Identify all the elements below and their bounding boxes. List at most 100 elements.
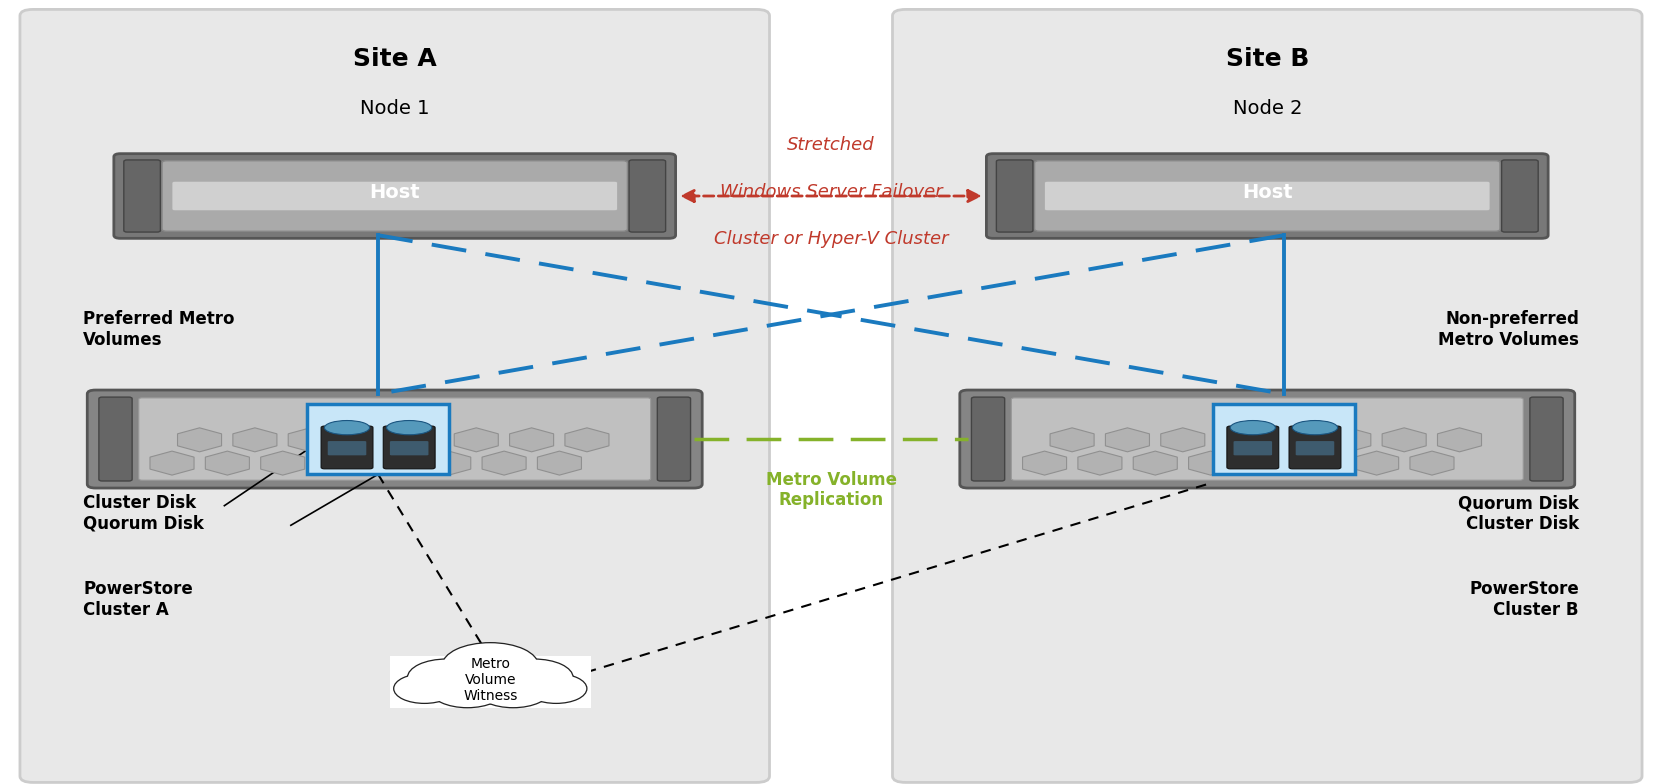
Polygon shape — [150, 451, 194, 475]
Ellipse shape — [324, 420, 369, 435]
Polygon shape — [344, 428, 387, 452]
FancyBboxPatch shape — [1045, 181, 1491, 211]
Polygon shape — [1188, 451, 1233, 475]
FancyBboxPatch shape — [1296, 441, 1335, 456]
Polygon shape — [1383, 428, 1426, 452]
Polygon shape — [1409, 451, 1454, 475]
Polygon shape — [1217, 428, 1260, 452]
Text: Node 1: Node 1 — [361, 99, 429, 118]
Polygon shape — [399, 428, 444, 452]
FancyBboxPatch shape — [100, 397, 133, 481]
Circle shape — [495, 659, 572, 696]
Circle shape — [430, 673, 504, 707]
FancyBboxPatch shape — [987, 154, 1549, 238]
Circle shape — [495, 659, 572, 696]
FancyBboxPatch shape — [1034, 161, 1501, 231]
Polygon shape — [233, 428, 278, 452]
Polygon shape — [565, 428, 608, 452]
Circle shape — [442, 644, 538, 688]
Polygon shape — [1438, 428, 1481, 452]
Polygon shape — [206, 451, 249, 475]
Text: Cluster Disk
Quorum Disk: Cluster Disk Quorum Disk — [83, 494, 204, 533]
Polygon shape — [1160, 428, 1205, 452]
FancyBboxPatch shape — [327, 441, 366, 456]
Text: Host: Host — [1242, 183, 1293, 201]
Ellipse shape — [387, 420, 432, 435]
Circle shape — [495, 659, 572, 696]
Polygon shape — [1355, 451, 1399, 475]
Polygon shape — [482, 451, 527, 475]
Polygon shape — [537, 451, 582, 475]
Circle shape — [525, 674, 587, 702]
FancyBboxPatch shape — [161, 161, 628, 231]
Circle shape — [409, 659, 485, 696]
Circle shape — [477, 673, 550, 707]
Text: Site A: Site A — [352, 47, 437, 71]
FancyBboxPatch shape — [961, 390, 1576, 488]
Bar — [1213, 404, 1355, 474]
FancyBboxPatch shape — [113, 154, 675, 238]
FancyBboxPatch shape — [656, 397, 691, 481]
Polygon shape — [261, 451, 304, 475]
Ellipse shape — [1293, 420, 1338, 435]
FancyBboxPatch shape — [20, 9, 770, 782]
Bar — [307, 404, 449, 474]
Polygon shape — [288, 428, 332, 452]
Text: Windows Server Failover: Windows Server Failover — [720, 183, 942, 201]
Text: Metro
Volume
Witness: Metro Volume Witness — [464, 657, 517, 703]
Polygon shape — [371, 451, 416, 475]
Polygon shape — [454, 428, 499, 452]
Polygon shape — [1022, 451, 1067, 475]
Circle shape — [477, 673, 550, 707]
FancyBboxPatch shape — [997, 160, 1034, 232]
Text: Host: Host — [369, 183, 420, 201]
Polygon shape — [178, 428, 221, 452]
Polygon shape — [1050, 428, 1094, 452]
FancyBboxPatch shape — [971, 397, 1004, 481]
Polygon shape — [1326, 428, 1371, 452]
Text: Non-preferred
Metro Volumes: Non-preferred Metro Volumes — [1438, 310, 1579, 349]
FancyBboxPatch shape — [1227, 426, 1278, 469]
Circle shape — [394, 674, 455, 702]
FancyBboxPatch shape — [1233, 441, 1271, 456]
Text: Cluster or Hyper-V Cluster: Cluster or Hyper-V Cluster — [713, 230, 949, 248]
FancyBboxPatch shape — [391, 441, 429, 456]
FancyBboxPatch shape — [86, 390, 701, 488]
Circle shape — [394, 674, 455, 702]
Circle shape — [430, 673, 504, 707]
Polygon shape — [1243, 451, 1288, 475]
FancyBboxPatch shape — [1290, 426, 1341, 469]
Polygon shape — [1133, 451, 1177, 475]
Text: Preferred Metro
Volumes: Preferred Metro Volumes — [83, 310, 234, 349]
Polygon shape — [510, 428, 553, 452]
FancyBboxPatch shape — [171, 181, 618, 211]
Text: PowerStore
Cluster A: PowerStore Cluster A — [83, 580, 193, 619]
FancyBboxPatch shape — [1010, 397, 1524, 480]
Circle shape — [430, 673, 504, 707]
Circle shape — [442, 643, 538, 688]
FancyBboxPatch shape — [321, 426, 372, 469]
Polygon shape — [1105, 428, 1150, 452]
Text: Site B: Site B — [1225, 47, 1310, 71]
FancyBboxPatch shape — [1502, 160, 1539, 232]
Text: Node 2: Node 2 — [1233, 99, 1301, 118]
Polygon shape — [1300, 451, 1343, 475]
Circle shape — [525, 674, 587, 702]
FancyBboxPatch shape — [1529, 397, 1564, 481]
Polygon shape — [316, 451, 361, 475]
Circle shape — [409, 659, 485, 696]
FancyBboxPatch shape — [138, 397, 650, 480]
Circle shape — [525, 674, 587, 702]
Text: Stretched: Stretched — [788, 136, 874, 154]
Circle shape — [394, 674, 455, 702]
Bar — [389, 656, 592, 708]
Polygon shape — [427, 451, 470, 475]
Circle shape — [409, 659, 485, 696]
FancyBboxPatch shape — [384, 426, 435, 469]
Text: Quorum Disk
Cluster Disk: Quorum Disk Cluster Disk — [1458, 494, 1579, 533]
Polygon shape — [1079, 451, 1122, 475]
FancyBboxPatch shape — [628, 160, 665, 232]
FancyBboxPatch shape — [123, 160, 160, 232]
FancyBboxPatch shape — [892, 9, 1642, 782]
Ellipse shape — [1230, 420, 1275, 435]
